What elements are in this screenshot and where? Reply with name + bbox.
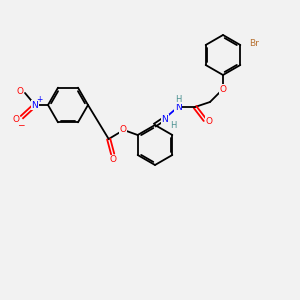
Text: H: H [170, 122, 176, 130]
Text: Br: Br [249, 40, 259, 49]
Text: N: N [32, 100, 38, 109]
Text: −: − [17, 121, 25, 130]
Text: N: N [175, 103, 182, 112]
Text: O: O [13, 115, 20, 124]
Text: O: O [16, 86, 23, 95]
Text: O: O [220, 85, 226, 94]
Text: O: O [206, 116, 212, 125]
Text: N: N [162, 115, 168, 124]
Text: O: O [119, 124, 126, 134]
Text: O: O [109, 155, 116, 164]
Text: +: + [36, 95, 42, 104]
Text: H: H [175, 94, 181, 103]
